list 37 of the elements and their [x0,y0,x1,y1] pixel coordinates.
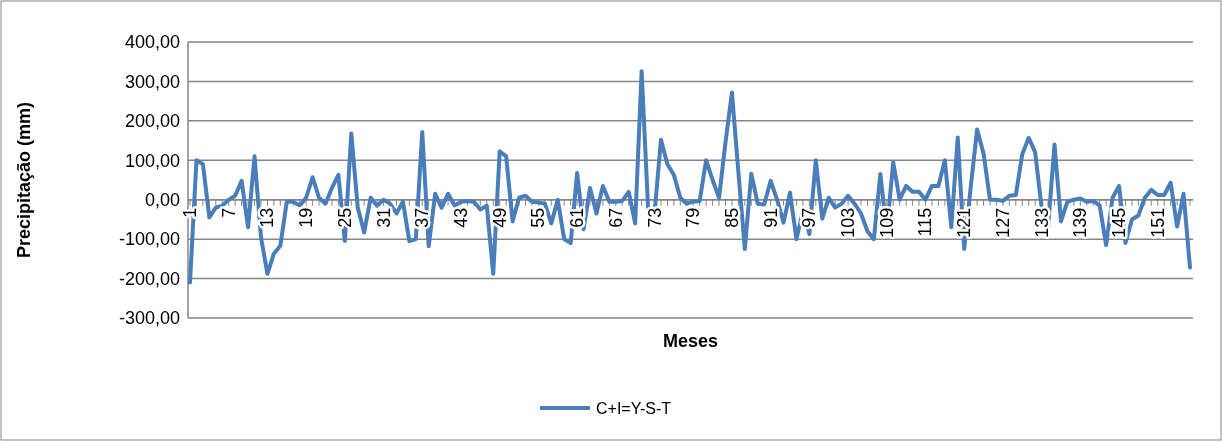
y-tick-label: 400,00 [124,32,180,53]
x-tick-label: 91 [760,207,781,228]
x-tick-label: 67 [605,207,626,228]
y-tick-label: 300,00 [124,71,180,92]
x-tick-label: 55 [528,207,549,228]
x-tick-label: 85 [721,207,742,228]
y-tick-label: -200,00 [118,268,180,289]
x-tick-label: 115 [915,207,936,237]
x-tick-label: 97 [799,207,820,228]
x-tick-label: 19 [296,207,317,228]
x-tick-label: 145 [1109,207,1130,238]
x-axis-title: Meses [662,331,719,351]
x-tick-label: 31 [373,207,394,228]
x-tick-label: 25 [334,207,355,228]
y-tick-label: 200,00 [124,111,180,132]
x-tick-label: 109 [876,207,897,238]
x-tick-label: 79 [683,207,704,228]
y-tick-label: -100,00 [118,229,180,250]
legend-label: C+I=Y-S-T [596,399,672,417]
x-tick-label: 7 [218,207,239,218]
y-tick-label: 100,00 [124,150,180,171]
x-tick-label: 121 [954,207,975,238]
y-tick-label: 0,00 [144,190,180,211]
x-tick-label: 13 [257,207,278,228]
x-tick-label: 151 [1147,207,1168,238]
x-tick-label: 37 [412,207,433,228]
x-tick-label: 43 [450,207,471,228]
y-axis-title: Precipitação (mm) [14,101,34,259]
x-tick-label: 103 [838,207,859,238]
x-tick-label: 1 [180,207,200,218]
x-tick-label: 139 [1070,207,1091,238]
x-tick-label: 133 [1031,207,1052,238]
x-tick-label: 127 [992,207,1013,238]
y-tick-label: -300,00 [118,308,180,329]
x-tick-label: 73 [644,207,665,228]
x-tick-label: 61 [567,207,588,228]
x-tick-label: 49 [489,207,510,228]
